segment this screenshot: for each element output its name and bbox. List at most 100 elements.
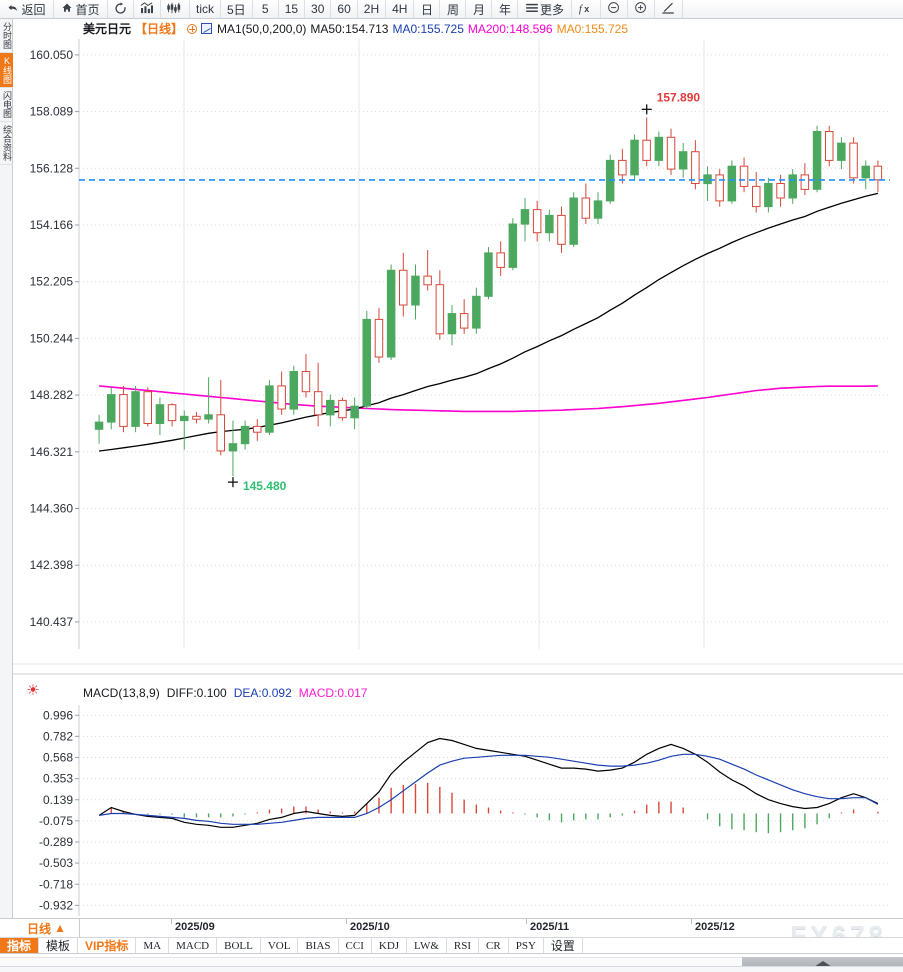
timeframe-day-label: 日 xyxy=(420,2,433,17)
price-axis-label: 142.398 xyxy=(30,558,74,572)
home-button[interactable]: 首页 xyxy=(54,0,108,18)
timeframe-60m[interactable]: 60 xyxy=(331,0,358,18)
chart-canvas[interactable]: 160.050 158.089 156.128 154.166 152.205 150.2… xyxy=(13,19,903,918)
indicator-tab-bias[interactable]: BIAS xyxy=(298,938,339,953)
indicator-tab-psy[interactable]: PSY xyxy=(509,938,544,953)
zoom-in-button[interactable] xyxy=(628,0,656,18)
macd-axis-label: -0.503 xyxy=(39,856,73,870)
candlestick xyxy=(849,137,858,184)
timeframe-year-label: 年 xyxy=(498,2,511,17)
timeframe-15m-label: 15 xyxy=(284,2,299,16)
price-axis-label: 152.205 xyxy=(30,275,74,289)
indicator-tab-cci[interactable]: CCI xyxy=(339,938,372,953)
date-axis-label: 2025/12 xyxy=(695,921,735,933)
timeframe-5d[interactable]: 5日 xyxy=(221,0,253,18)
toolbar-filler xyxy=(683,0,903,18)
draw-tool-button[interactable] xyxy=(655,0,684,18)
timeframe-month-label: 月 xyxy=(472,2,485,17)
candlestick xyxy=(752,171,761,213)
back-button[interactable]: 返回 xyxy=(0,0,54,18)
candlestick xyxy=(484,247,493,300)
indicator-tab-ma[interactable]: MA xyxy=(136,938,170,953)
price-axis-label: 154.166 xyxy=(30,218,74,232)
add-indicator-icon[interactable] xyxy=(187,23,198,34)
candlestick xyxy=(788,169,797,204)
candlestick xyxy=(459,299,469,334)
period-selector[interactable]: 日线 ▲ xyxy=(14,919,80,937)
hamburger-icon xyxy=(526,3,538,15)
timeframe-week[interactable]: 周 xyxy=(440,0,467,18)
candlestick xyxy=(94,414,104,444)
price-axis-label: 158.089 xyxy=(30,105,74,119)
indicator-tab-indicator[interactable]: 指标 xyxy=(0,938,40,953)
period-selector-label: 日线 xyxy=(27,921,52,936)
candlestick xyxy=(216,380,225,456)
candlestick xyxy=(386,264,396,360)
candlestick xyxy=(496,241,505,277)
sidebar-tab[interactable]: K线图 xyxy=(0,53,13,88)
scrollbar-thumb[interactable] xyxy=(742,957,903,968)
period-selector-arrow-icon: ▲ xyxy=(54,921,66,935)
indicator-chart-icon[interactable] xyxy=(201,23,213,34)
macd-axis-label: 0.353 xyxy=(43,772,73,786)
timeframe-day[interactable]: 日 xyxy=(414,0,441,18)
indicator-tab-template[interactable]: 模板 xyxy=(39,938,79,953)
sidebar-tab-kline-label: K线图 xyxy=(2,56,12,84)
timeframe-4h[interactable]: 4H xyxy=(386,0,415,18)
indicator-tab-cr[interactable]: CR xyxy=(479,938,509,953)
top-toolbar: 返回 首页 tick 5日 5 15 30 60 2H 4H 日周月年 更多 f x xyxy=(0,0,903,19)
sidebar-tab-lightning-label: 闪电图 xyxy=(2,91,12,118)
scrollbar-track[interactable] xyxy=(0,957,903,968)
timeframe-5d-label: 5日 xyxy=(227,2,246,17)
indicator-tab-kdj[interactable]: KDJ xyxy=(372,938,408,953)
macd-axis-label: -0.289 xyxy=(39,835,73,849)
indicator-tab-rsi[interactable]: RSI xyxy=(447,938,480,953)
high-price-annotation: 157.890 xyxy=(657,90,701,104)
date-axis-label: 2025/11 xyxy=(530,921,570,933)
sidebar-tab[interactable]: 闪电图 xyxy=(0,88,13,122)
sidebar-tab[interactable]: 综合资料 xyxy=(0,122,13,165)
sidebar-tab[interactable]: 分时图 xyxy=(0,19,13,53)
indicator-tab-boll[interactable]: BOLL xyxy=(217,938,261,953)
timeframe-5m[interactable]: 5 xyxy=(252,0,279,18)
more-menu-button[interactable]: 更多 xyxy=(518,0,573,18)
refresh-button[interactable] xyxy=(108,0,134,18)
indicator-toolbar: 指标 模板 VIP指标 MA MACD BOLL VOL BIAS CCI KDJ LW& RSI CR… xyxy=(0,937,903,954)
macd-axis-label: 0.568 xyxy=(43,750,73,764)
candlestick xyxy=(374,307,384,363)
timeframe-year[interactable]: 年 xyxy=(492,0,519,18)
candlestick xyxy=(447,304,457,346)
candlestick xyxy=(581,183,591,225)
timeframe-2h[interactable]: 2H xyxy=(357,0,387,18)
timeframe-30m[interactable]: 30 xyxy=(305,0,332,18)
candlestick-button[interactable] xyxy=(161,0,190,18)
indicator-tab-vip[interactable]: VIP指标 xyxy=(78,938,137,953)
candlestick xyxy=(265,380,274,436)
candlestick xyxy=(362,310,371,410)
macd-diff-line xyxy=(98,737,879,828)
date-axis-tick xyxy=(526,919,527,924)
price-axis-label: 156.128 xyxy=(30,161,74,175)
macd-settings-icon[interactable]: ☀ xyxy=(26,682,40,699)
candlestick xyxy=(715,169,724,207)
indicator-tab-lw[interactable]: LW& xyxy=(407,938,447,953)
indicator-tab-macd[interactable]: MACD xyxy=(169,938,218,953)
indicator-tab-vol[interactable]: VOL xyxy=(261,938,299,953)
home-icon xyxy=(61,2,73,16)
zoom-out-button[interactable] xyxy=(601,0,629,18)
chart-area[interactable]: 美元日元 【日线】 MA1(50,0,200,0) MA50:154.713 M… xyxy=(13,19,903,918)
status-bar xyxy=(0,966,903,972)
candlestick xyxy=(167,403,177,427)
indicator-tab-settings[interactable]: 设置 xyxy=(544,938,583,953)
candlestick xyxy=(228,420,238,477)
ma50-value: MA50:154.713 xyxy=(310,21,389,36)
price-axis-label: 140.437 xyxy=(30,615,74,629)
timeframe-month[interactable]: 月 xyxy=(466,0,493,18)
timeframe-tick[interactable]: tick xyxy=(190,0,221,18)
timeframe-15m[interactable]: 15 xyxy=(278,0,306,18)
bar-chart-button[interactable] xyxy=(134,0,161,18)
candlestick xyxy=(532,200,542,242)
candlestick xyxy=(861,160,870,190)
